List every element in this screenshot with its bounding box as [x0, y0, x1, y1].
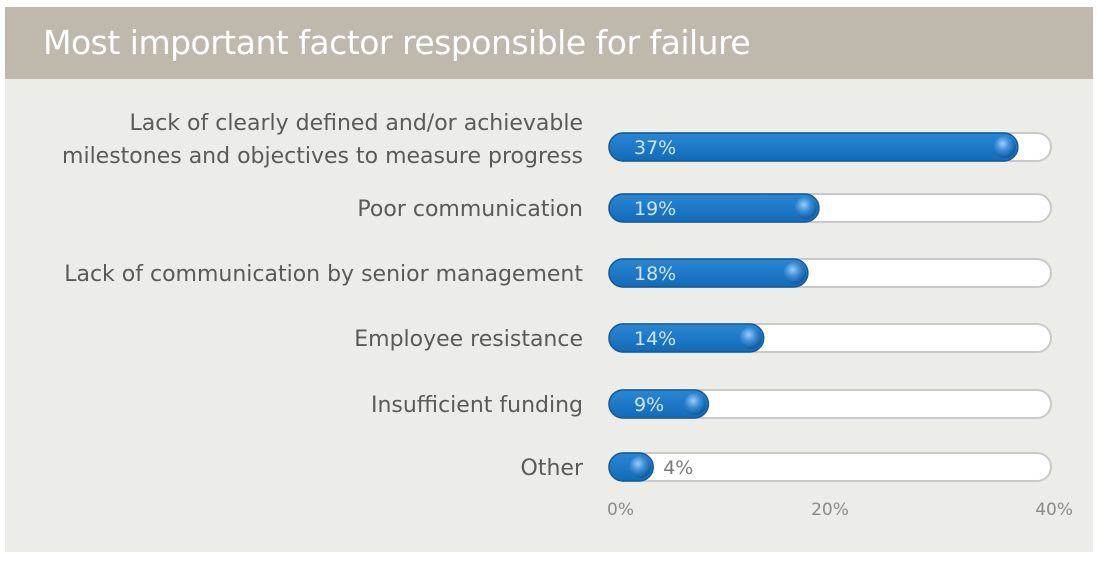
chart-header: Most important factor responsible for fa…	[5, 7, 1093, 79]
category-label: milestones and objectives to measure pro…	[62, 144, 583, 169]
x-axis: 0% 20% 40%	[607, 500, 1073, 520]
value-label: 19%	[634, 198, 676, 220]
value-label: 14%	[634, 328, 676, 350]
bar-knob	[739, 327, 762, 349]
bar-knob	[794, 197, 817, 219]
bar-rows: 37% Lack of clearly defined and/or achiev…	[62, 111, 1052, 482]
category-label: Other	[521, 456, 584, 481]
bar	[608, 132, 1019, 162]
bar	[608, 389, 710, 419]
value-label: 9%	[634, 394, 664, 416]
x-tick-label: 0%	[607, 500, 634, 520]
value-label: 4%	[663, 457, 693, 479]
category-label: Insufficient funding	[371, 393, 583, 418]
bar-row: 37% Lack of clearly defined and/or achiev…	[62, 111, 1052, 169]
bar-knob	[684, 393, 707, 415]
x-tick-label: 20%	[811, 500, 849, 520]
bar	[608, 193, 820, 223]
bar-knob	[993, 136, 1016, 158]
bar-row: 14% Employee resistance	[354, 323, 1052, 353]
value-label: 18%	[634, 263, 676, 285]
bar-row: 4% Other	[521, 452, 1052, 482]
chart-title: Most important factor responsible for fa…	[43, 23, 751, 62]
category-label: Lack of communication by senior manageme…	[64, 262, 583, 287]
bar-row: 19% Poor communication	[357, 193, 1052, 223]
category-label: Poor communication	[357, 197, 583, 222]
x-tick-label: 40%	[1035, 500, 1073, 520]
bar-row: 9% Insufficient funding	[371, 389, 1052, 419]
value-label: 37%	[634, 137, 676, 159]
bar-knob	[629, 456, 652, 478]
category-label: Lack of clearly defined and/or achievabl…	[129, 111, 583, 136]
bar-row: 18% Lack of communication by senior manag…	[64, 258, 1052, 288]
category-label: Employee resistance	[354, 327, 583, 352]
bar-knob	[783, 262, 806, 284]
bar	[608, 258, 809, 288]
bar	[608, 323, 765, 353]
